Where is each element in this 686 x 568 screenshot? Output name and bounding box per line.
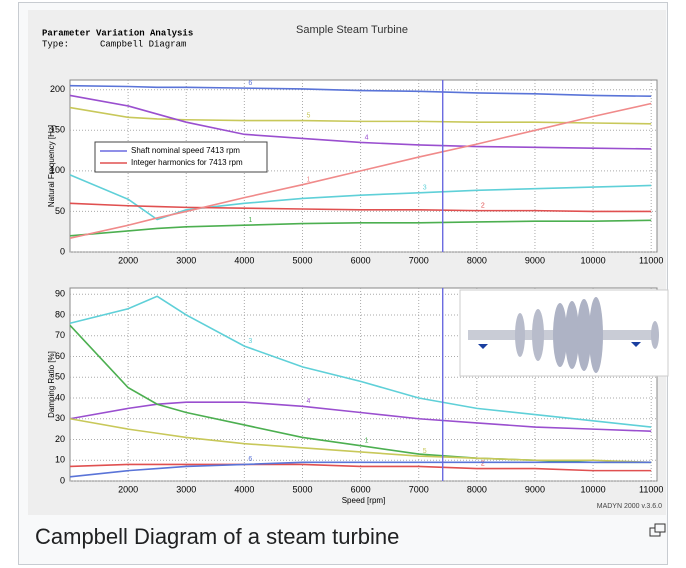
- y-tick-label: 80: [55, 309, 65, 319]
- y-tick-label: 90: [55, 289, 65, 299]
- y-tick-label: 20: [55, 434, 65, 444]
- rotor-disk: [515, 313, 525, 357]
- y-axis-label: Natural Frequency [Hz]: [47, 125, 56, 207]
- y-tick-label: 50: [55, 372, 65, 382]
- x-tick-label: 3000: [176, 484, 196, 494]
- y-tick-label: 10: [55, 455, 65, 465]
- series-label: 2: [481, 202, 485, 209]
- series-label: 1: [306, 177, 310, 184]
- y-tick-label: 40: [55, 392, 65, 402]
- x-tick-label: 9000: [525, 255, 545, 265]
- x-tick-label: 6000: [351, 484, 371, 494]
- expand-icon[interactable]: [650, 524, 665, 536]
- type-value: Campbell Diagram: [100, 39, 186, 49]
- x-tick-label: 11000: [639, 255, 663, 265]
- rotor-disk: [532, 309, 544, 361]
- y-tick-label: 50: [55, 206, 65, 216]
- series-label: 3: [423, 185, 427, 192]
- chart: Parameter Variation Analysis Type: Campb…: [0, 0, 686, 568]
- type-label: Type:: [42, 39, 69, 49]
- x-tick-label: 2000: [118, 255, 138, 265]
- x-tick-label: 9000: [525, 484, 545, 494]
- x-tick-label: 5000: [292, 484, 312, 494]
- caption: Campbell Diagram of a steam turbine: [35, 524, 399, 550]
- rotor-disk: [553, 303, 567, 367]
- series-label: 2: [481, 460, 485, 467]
- legend-label: Integer harmonics for 7413 rpm: [131, 158, 243, 167]
- x-tick-label: 4000: [234, 255, 254, 265]
- legend-label: Shaft nominal speed 7413 rpm: [131, 146, 240, 155]
- x-tick-label: 5000: [292, 255, 312, 265]
- x-tick-label: 11000: [639, 484, 663, 494]
- series-label: 4: [306, 398, 310, 405]
- rotor-disk: [577, 299, 591, 371]
- series-label: 6: [248, 456, 252, 463]
- y-tick-label: 0: [60, 475, 65, 485]
- x-tick-label: 3000: [176, 255, 196, 265]
- watermark: MADYN 2000 v.3.6.0: [597, 503, 662, 510]
- y-tick-label: 0: [60, 246, 65, 256]
- x-tick-label: 8000: [467, 484, 487, 494]
- y-tick-label: 60: [55, 351, 65, 361]
- x-tick-label: 8000: [467, 255, 487, 265]
- series-label: 1: [248, 217, 252, 224]
- series-label: 4: [365, 134, 369, 141]
- rotor-disk: [589, 297, 603, 373]
- series-label: 3: [248, 338, 252, 345]
- series-label: 1: [365, 438, 369, 445]
- x-tick-label: 10000: [581, 484, 606, 494]
- x-tick-label: 7000: [409, 484, 429, 494]
- rotor-disk: [651, 321, 659, 349]
- x-tick-label: 10000: [581, 255, 606, 265]
- series-label: 5: [306, 112, 310, 119]
- expand-icon-box: [655, 524, 665, 532]
- x-tick-label: 2000: [118, 484, 138, 494]
- rotor-image: [460, 290, 668, 376]
- chart-title: Sample Steam Turbine: [296, 24, 408, 36]
- y-axis-label: Damping Ratio [%]: [47, 351, 56, 418]
- x-tick-label: 4000: [234, 484, 254, 494]
- series-label: 6: [248, 80, 252, 87]
- analysis-label: Parameter Variation Analysis: [42, 28, 193, 38]
- series-label: 5: [423, 448, 427, 455]
- y-tick-label: 30: [55, 413, 65, 423]
- y-tick-label: 70: [55, 330, 65, 340]
- x-axis-label: Speed [rpm]: [342, 496, 386, 505]
- x-tick-label: 6000: [351, 255, 371, 265]
- y-tick-label: 200: [50, 84, 65, 94]
- rotor-disk: [565, 301, 579, 369]
- x-tick-label: 7000: [409, 255, 429, 265]
